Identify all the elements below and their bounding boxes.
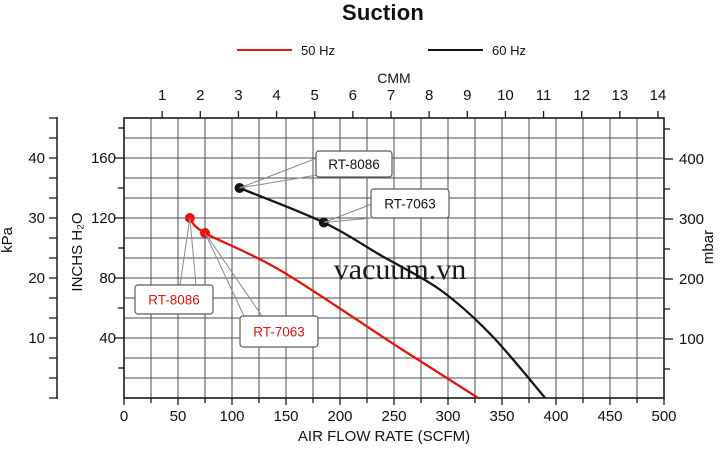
scfm-tick-label: 400	[543, 408, 568, 425]
kpa-tick-label: 20	[28, 270, 45, 287]
scfm-tick-label: 350	[489, 408, 514, 425]
leader-line	[204, 232, 245, 317]
scfm-tick-label: 200	[327, 408, 352, 425]
mbar-tick-label: 100	[679, 331, 704, 348]
mbar-tick-label: 200	[679, 271, 704, 288]
cmm-tick-label: 10	[497, 87, 514, 104]
cmm-tick-label: 5	[311, 87, 319, 104]
kpa-axis-title: kPa	[0, 226, 16, 253]
inch-tick-label: 160	[91, 150, 116, 167]
scfm-tick-label: 500	[651, 408, 676, 425]
kpa-tick-label: 40	[28, 150, 45, 167]
leader-line	[189, 217, 197, 286]
cmm-tick-label: 8	[425, 87, 433, 104]
cmm-tick-label: 4	[272, 87, 280, 104]
callout-label: RT-8086	[148, 293, 200, 308]
scfm-tick-label: 250	[381, 408, 406, 425]
curve-50hz	[188, 217, 479, 399]
scfm-tick-label: 300	[435, 408, 460, 425]
scfm-tick-label: 0	[120, 408, 128, 425]
cmm-tick-label: 7	[387, 87, 395, 104]
legend-label-50hz: 50 Hz	[301, 42, 335, 58]
leader-line	[239, 174, 318, 189]
chart-title: Suction	[341, 0, 425, 25]
callout-label: RT-7063	[253, 325, 305, 340]
cmm-tick-label: 1	[158, 87, 166, 104]
callout-label: RT-8086	[328, 157, 380, 172]
cmm-tick-label: 6	[349, 87, 357, 104]
leader-line	[323, 203, 373, 223]
x-axis-title: AIR FLOW RATE (SCFM)	[298, 428, 470, 445]
leader-line	[323, 217, 373, 223]
mbar-tick-label: 300	[679, 211, 704, 228]
legend-line-50hz-icon	[237, 49, 292, 51]
kpa-tick-label: 10	[28, 330, 45, 347]
inch-tick-label: 120	[91, 210, 116, 227]
callout-box	[239, 315, 319, 348]
leader-line	[204, 232, 263, 317]
cmm-tick-label: 9	[463, 87, 471, 104]
cmm-tick-label: 13	[612, 87, 629, 104]
leader-line	[179, 217, 191, 286]
callout-box	[370, 188, 450, 219]
cmm-tick-label: 14	[650, 87, 667, 104]
mbar-axis-title: mbar	[700, 230, 717, 264]
scfm-tick-label: 50	[170, 408, 187, 425]
mbar-tick-label: 400	[679, 151, 704, 168]
legend-item-50hz: 50 Hz	[237, 42, 335, 58]
scfm-tick-label: 100	[219, 408, 244, 425]
watermark: vacuum.vn	[334, 253, 466, 286]
leader-line	[239, 157, 318, 189]
scfm-tick-label: 150	[273, 408, 298, 425]
cmm-tick-label: 11	[536, 87, 552, 104]
inch-axis-title: INCHS H₂O	[69, 212, 86, 291]
legend-label-60hz: 60 Hz	[492, 42, 526, 58]
cmm-tick-label: 12	[573, 87, 590, 104]
cmm-tick-label: 3	[234, 87, 242, 104]
legend-line-60hz-icon	[428, 49, 483, 51]
kpa-tick-label: 30	[28, 210, 45, 227]
scfm-tick-label: 450	[597, 408, 622, 425]
legend-item-60hz: 60 Hz	[428, 42, 526, 58]
cmm-tick-label: 2	[196, 87, 204, 104]
curve-60hz	[239, 186, 547, 399]
inch-tick-label: 80	[99, 270, 116, 287]
callout-box	[134, 284, 214, 315]
cmm-axis-title: CMM	[377, 70, 410, 86]
callout-label: RT-7063	[384, 197, 436, 212]
callout-box	[315, 150, 393, 178]
inch-tick-label: 40	[99, 330, 116, 347]
